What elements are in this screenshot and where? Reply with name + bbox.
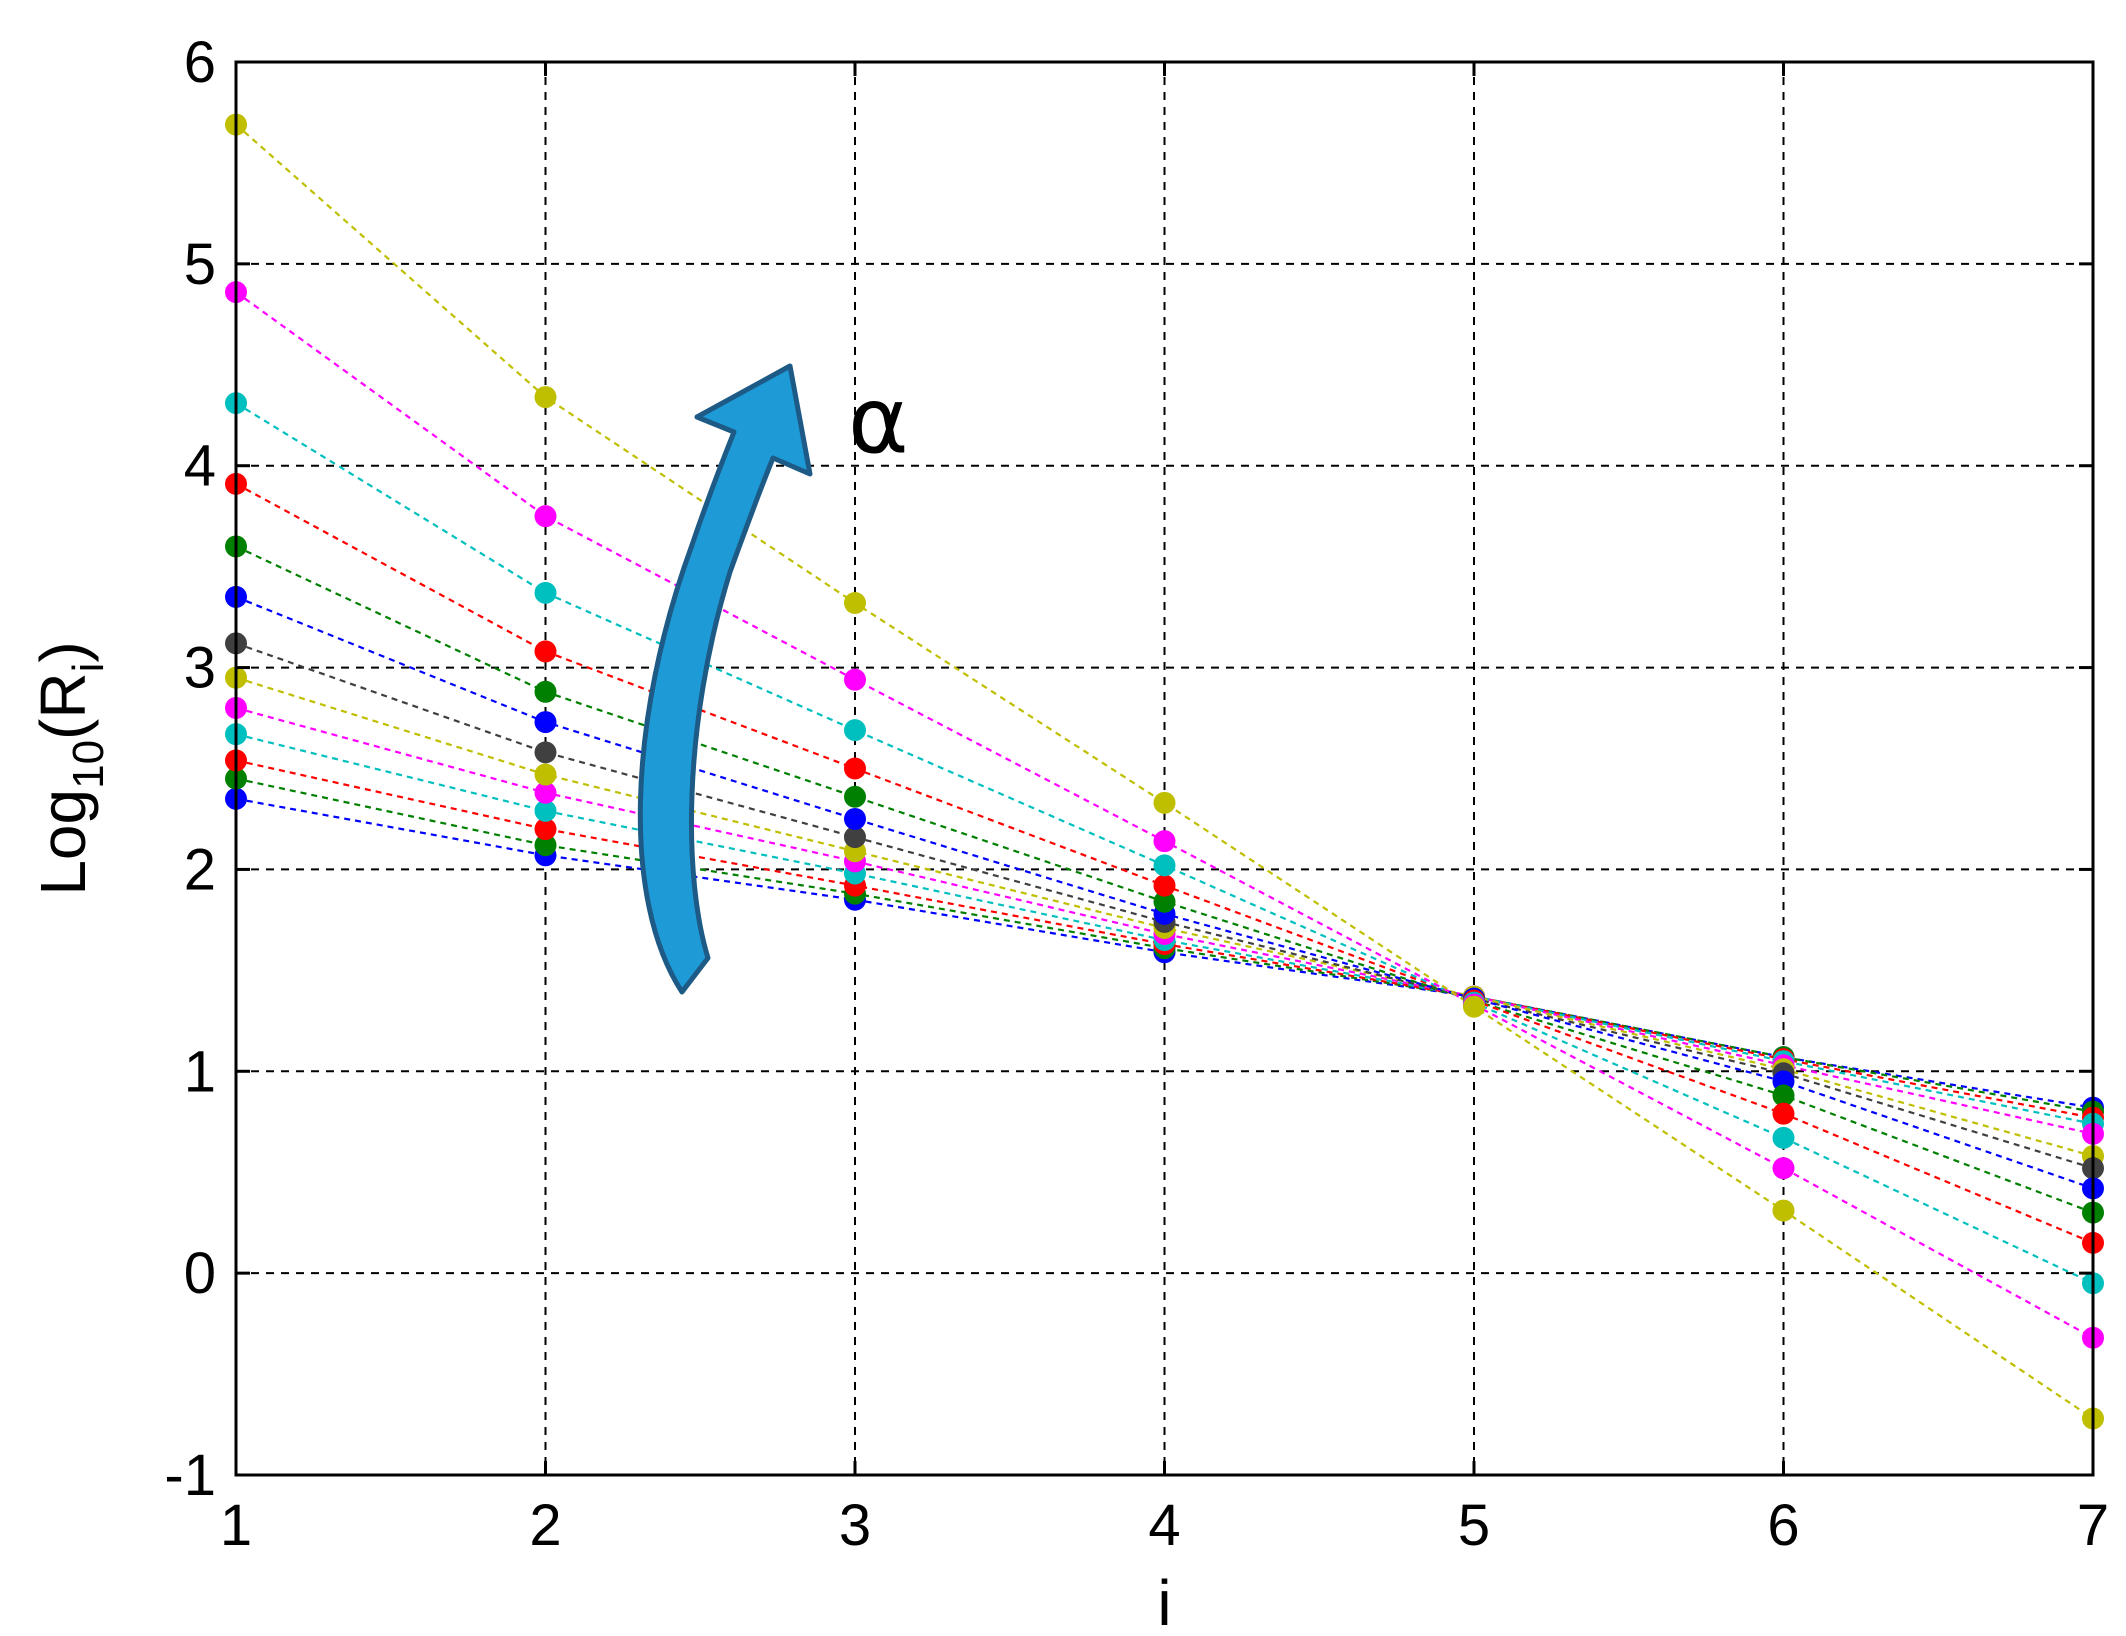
data-point bbox=[534, 763, 557, 786]
data-point bbox=[1772, 1126, 1795, 1149]
data-point bbox=[534, 711, 557, 734]
y-axis-title-close: ) bbox=[27, 641, 99, 662]
y-tick-label: 4 bbox=[184, 434, 216, 499]
data-point bbox=[1153, 874, 1176, 897]
y-axis-title-subscript-index: i bbox=[64, 663, 113, 673]
data-point bbox=[1153, 854, 1176, 877]
data-point bbox=[534, 640, 557, 663]
data-point bbox=[844, 757, 866, 780]
data-point bbox=[844, 826, 866, 849]
x-tick-label: 6 bbox=[1767, 1493, 1799, 1558]
data-point bbox=[534, 741, 557, 764]
x-tick-label: 5 bbox=[1458, 1493, 1490, 1558]
x-tick-label: 2 bbox=[529, 1493, 561, 1558]
data-point bbox=[534, 581, 557, 604]
data-point bbox=[844, 785, 866, 808]
data-point bbox=[1153, 791, 1176, 814]
x-axis-tick-labels: 1 2 3 4 5 6 7 bbox=[220, 62, 2109, 1558]
y-axis-title: Log10(Ri) bbox=[27, 641, 113, 895]
x-axis-title: i bbox=[1157, 1567, 1171, 1636]
y-tick-label: 2 bbox=[184, 837, 216, 902]
y-tick-label: 5 bbox=[184, 232, 216, 297]
series-markers bbox=[225, 113, 2104, 1430]
x-tick-label: 1 bbox=[220, 1493, 252, 1558]
data-point bbox=[534, 834, 557, 857]
x-tick-label: 7 bbox=[2077, 1493, 2109, 1558]
data-point bbox=[534, 799, 557, 822]
data-point bbox=[844, 719, 866, 742]
y-axis-title-open: (R bbox=[27, 672, 99, 740]
y-tick-label: -1 bbox=[164, 1443, 216, 1508]
data-point bbox=[534, 386, 557, 409]
data-point bbox=[1772, 1102, 1795, 1125]
annotation-arrow-group: α bbox=[637, 363, 909, 995]
data-point bbox=[1772, 1157, 1795, 1180]
data-point bbox=[1153, 830, 1176, 853]
increase-arrow-icon bbox=[637, 363, 813, 995]
y-tick-label: 0 bbox=[184, 1241, 216, 1306]
y-tick-label: 6 bbox=[184, 30, 216, 95]
data-point bbox=[534, 680, 557, 703]
x-tick-label: 3 bbox=[839, 1493, 871, 1558]
y-axis-title-main: Log bbox=[27, 789, 99, 896]
data-point bbox=[844, 591, 866, 614]
data-point bbox=[1153, 890, 1176, 913]
data-point bbox=[844, 807, 866, 830]
data-point bbox=[1772, 1199, 1795, 1222]
x-tick-label: 4 bbox=[1148, 1493, 1180, 1558]
data-point bbox=[1463, 995, 1485, 1018]
alpha-annotation-label: α bbox=[848, 367, 909, 474]
y-axis-tick-labels: -1 0 1 2 3 4 5 6 bbox=[164, 30, 2093, 1508]
data-point bbox=[844, 668, 866, 691]
data-point bbox=[534, 818, 557, 841]
data-point bbox=[534, 505, 557, 528]
data-point bbox=[534, 781, 557, 804]
y-tick-label: 1 bbox=[184, 1039, 216, 1104]
y-axis-title-subscript-base: 10 bbox=[64, 740, 113, 789]
y-tick-label: 3 bbox=[184, 636, 216, 701]
data-point bbox=[1772, 1084, 1795, 1107]
